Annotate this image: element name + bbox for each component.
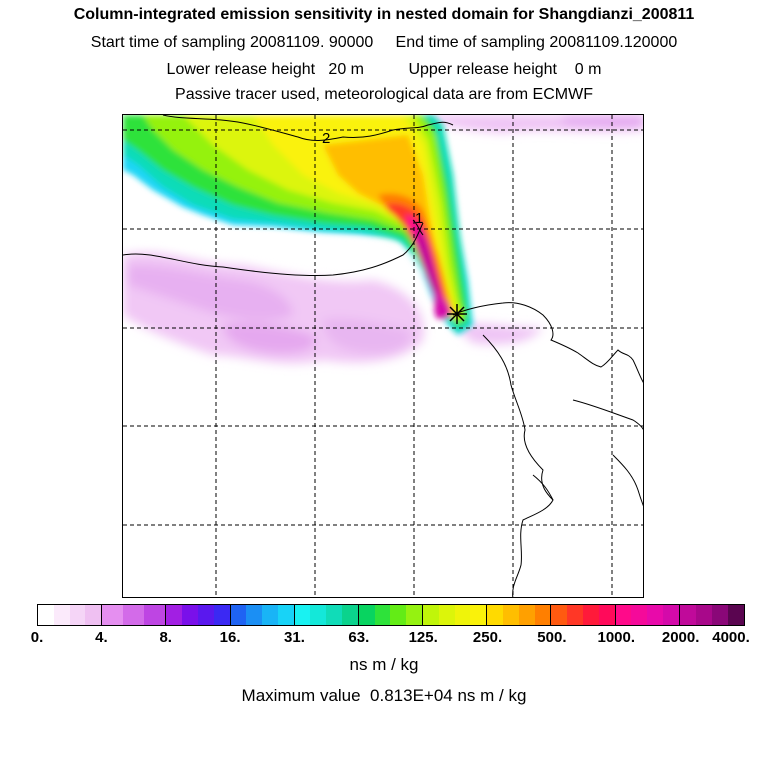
colorbar-swatch	[470, 605, 487, 625]
coastlines	[123, 115, 643, 597]
colorbar-swatch	[123, 605, 145, 625]
colorbar-swatch	[277, 605, 294, 625]
colorbar-segment	[679, 605, 744, 625]
colorbar-swatch	[551, 605, 568, 625]
colorbar-swatch	[374, 605, 391, 625]
star-icon	[447, 304, 467, 324]
colorbar-swatch	[262, 605, 278, 625]
colorbar-tick-label: 0.	[30, 629, 44, 646]
colorbar-swatch	[144, 605, 166, 625]
colorbar-swatch	[423, 605, 439, 625]
colorbar-segment	[615, 605, 680, 625]
colorbar-tick-label: 8.	[159, 629, 172, 646]
colorbar-segment	[102, 605, 167, 625]
colorbar-segment	[230, 605, 295, 625]
colorbar-swatch	[358, 605, 375, 625]
colorbar-segment	[166, 605, 231, 625]
colorbar-units: ns m / kg	[349, 655, 419, 674]
colorbar-swatch	[197, 605, 214, 625]
colorbar-tick-label: 16.	[219, 629, 241, 646]
colorbar-tick-label: 4000.	[712, 629, 750, 646]
colorbar-swatch	[567, 605, 583, 625]
colorbar-swatch	[534, 605, 551, 625]
colorbar-swatch	[294, 605, 311, 625]
colorbar-swatch	[326, 605, 343, 625]
sampling-time-line: Start time of sampling 20081109. 90000 E…	[90, 34, 678, 51]
colorbar-swatch	[727, 605, 744, 625]
colorbar-swatch	[342, 605, 358, 625]
colorbar-swatch	[615, 605, 632, 625]
colorbar-swatch	[503, 605, 519, 625]
grid-lines	[123, 115, 643, 597]
colorbar-swatch	[182, 605, 198, 625]
colorbar-tick-label: 31.	[284, 629, 305, 646]
colorbar-swatch	[711, 605, 728, 625]
colorbar-swatch	[582, 605, 599, 625]
colorbar-swatch	[518, 605, 535, 625]
tracer-info-line: Passive tracer used, meteorological data…	[175, 86, 593, 103]
colorbar-segment	[551, 605, 616, 625]
plot-title: Column-integrated emission sensitivity i…	[73, 6, 695, 23]
colorbar-segment	[38, 605, 103, 625]
contour-label-1: 1	[415, 210, 423, 227]
colorbar-tick-label: 125.	[408, 629, 438, 646]
colorbar-swatch	[230, 605, 247, 625]
colorbar-swatch	[679, 605, 696, 625]
colorbar-swatch	[166, 605, 183, 625]
colorbar-swatch	[487, 605, 503, 625]
colorbar-swatch	[695, 605, 712, 625]
release-height-line: Lower release height 20 m Upper release …	[166, 61, 602, 78]
colorbar-swatch	[213, 605, 230, 625]
colorbar-segment	[487, 605, 552, 625]
colorbar-swatch	[406, 605, 423, 625]
colorbar-swatch	[438, 605, 455, 625]
colorbar-swatch	[69, 605, 86, 625]
colorbar-tick-label: 1000.	[597, 629, 636, 646]
colorbar-tick-label: 63.	[348, 629, 370, 646]
colorbar-segment	[423, 605, 488, 625]
colorbar-segment	[294, 605, 359, 625]
colorbar	[37, 604, 745, 626]
colorbar-swatch	[310, 605, 327, 625]
colorbar-segment	[358, 605, 424, 625]
contour-label-2: 2	[322, 130, 330, 147]
clear-region	[123, 215, 423, 275]
colorbar-swatch	[647, 605, 663, 625]
colorbar-swatch	[631, 605, 648, 625]
emission-plume	[123, 115, 473, 335]
colorbar-swatch	[85, 605, 102, 625]
colorbar-tick-label: 2000.	[661, 629, 700, 646]
colorbar-swatch	[246, 605, 263, 625]
maximum-value-label: Maximum value 0.813E+04 ns m / kg	[241, 686, 527, 705]
colorbar-swatch	[38, 605, 54, 625]
colorbar-tick-label: 500.	[537, 629, 567, 646]
sensitivity-map: 2 1	[122, 114, 644, 598]
colorbar-swatch	[662, 605, 679, 625]
colorbar-tick-label: 4.	[95, 629, 108, 646]
low-sensitivity-field	[123, 115, 643, 364]
colorbar-swatch	[390, 605, 407, 625]
colorbar-swatch	[53, 605, 70, 625]
colorbar-swatch	[598, 605, 615, 625]
colorbar-swatch	[454, 605, 471, 625]
colorbar-swatch	[102, 605, 124, 625]
colorbar-tick-label: 250.	[472, 629, 503, 646]
